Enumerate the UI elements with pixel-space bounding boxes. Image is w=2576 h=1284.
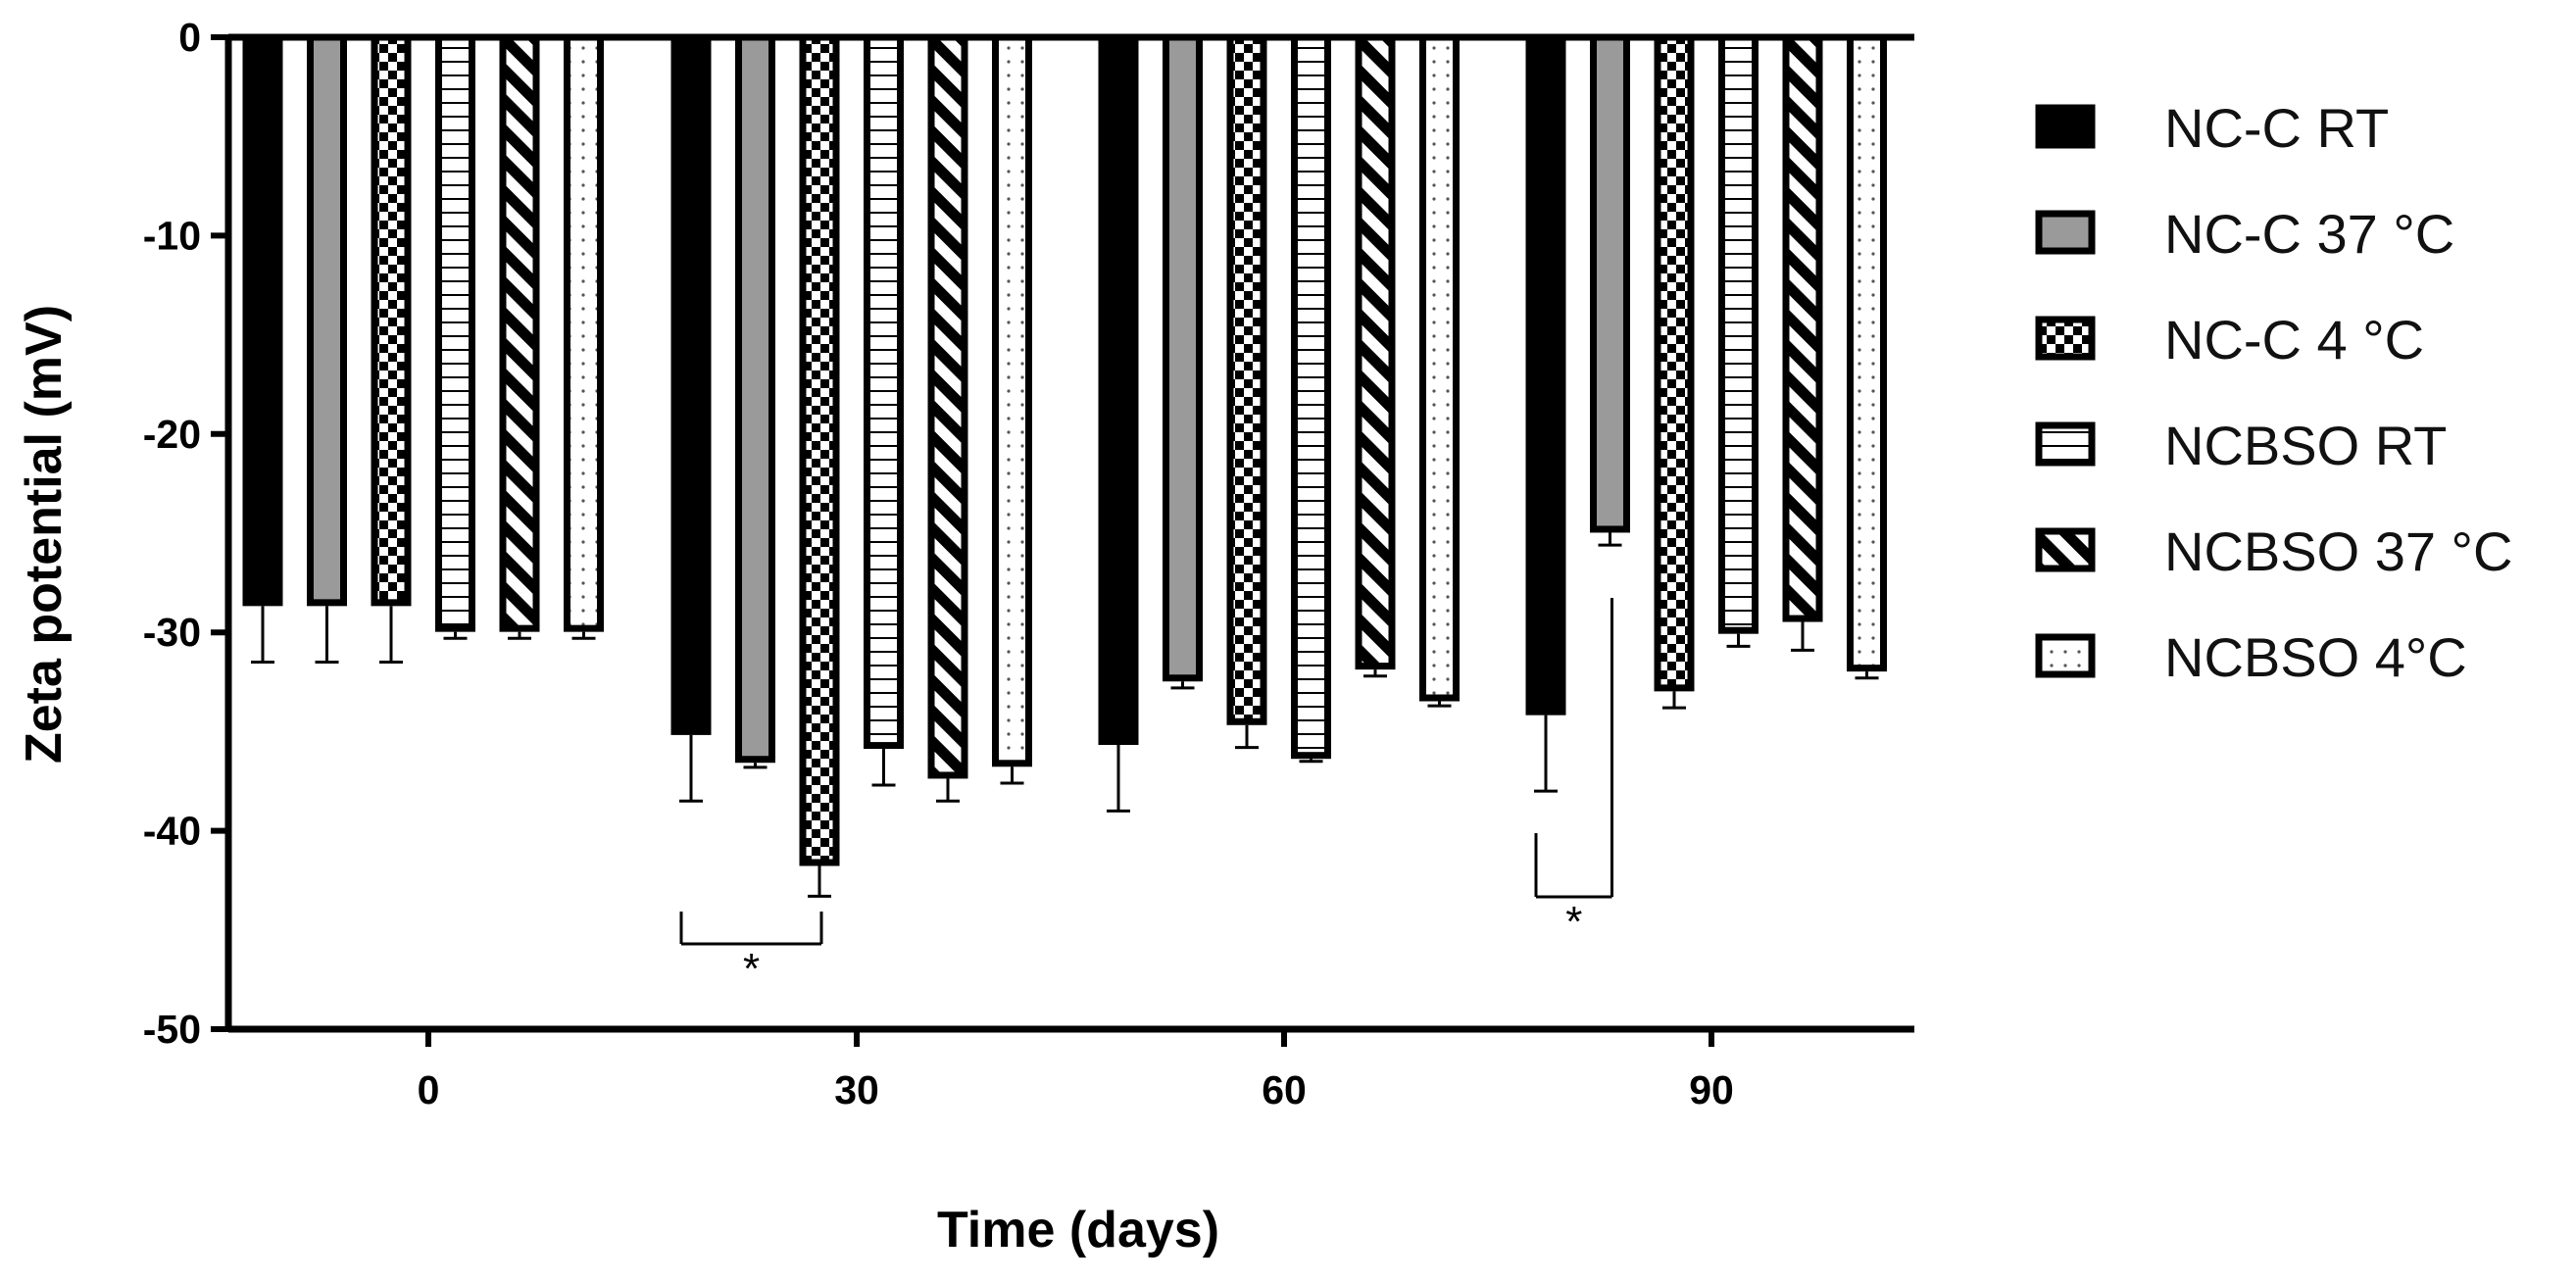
legend-item: NC-C 37 °C	[2035, 203, 2454, 265]
legend-item: NC-C RT	[2035, 97, 2389, 159]
legend-label: NC-C 4 °C	[2164, 309, 2424, 370]
bar	[307, 33, 347, 607]
y-tick-label: -50	[143, 1007, 201, 1052]
significance-bracket: *	[1534, 598, 1613, 946]
bar	[435, 33, 475, 632]
x-tick-label: 30	[834, 1067, 879, 1112]
legend-item: NCBSO 4°C	[2035, 626, 2467, 688]
legend-swatch	[2035, 210, 2096, 255]
bar	[1847, 33, 1887, 672]
y-axis-ticks: 0 -10 -20 -30 -40 -50	[143, 15, 228, 1052]
bar	[242, 33, 283, 607]
x-axis-title: Time (days)	[937, 1202, 1219, 1259]
significance-bracket: *	[679, 912, 823, 993]
y-tick-label: -20	[143, 412, 201, 457]
x-tick-label: 0	[418, 1067, 440, 1112]
x-tick-label: 90	[1689, 1067, 1734, 1112]
legend-item: NC-C 4 °C	[2035, 309, 2424, 370]
legend-item: NCBSO RT	[2035, 415, 2447, 476]
legend-swatch	[2035, 421, 2096, 467]
significance-star: *	[1565, 898, 1582, 946]
legend-item: NCBSO 37 °C	[2035, 520, 2512, 582]
legend-swatch	[2035, 316, 2096, 361]
legend-swatch	[2035, 527, 2096, 572]
y-tick-label: 0	[178, 15, 201, 60]
legend-label: NC-C 37 °C	[2164, 203, 2454, 265]
bar	[1525, 33, 1566, 716]
bar	[1226, 33, 1267, 725]
plot-area: **	[224, 33, 1914, 1033]
bar	[1654, 33, 1695, 692]
bar	[864, 33, 904, 750]
y-tick-label: -40	[143, 809, 201, 854]
bar	[799, 33, 840, 866]
bar	[1782, 33, 1823, 622]
bar	[499, 33, 540, 632]
bar	[1355, 33, 1396, 670]
legend: NC-C RT NC-C 37 °C NC-C 4 °C NCBSO RT NCBSO …	[2035, 97, 2512, 688]
legend-swatch	[2035, 633, 2096, 678]
bar	[735, 33, 775, 764]
bar	[564, 33, 604, 632]
x-tick-label: 60	[1262, 1067, 1307, 1112]
y-axis-title: Zeta potential (mV)	[16, 305, 73, 764]
y-tick-label: -10	[143, 213, 201, 258]
bar	[670, 33, 712, 735]
bar	[1718, 33, 1759, 634]
bar	[992, 33, 1032, 767]
bar	[1098, 33, 1139, 746]
legend-swatch	[2035, 104, 2096, 149]
legend-label: NCBSO 4°C	[2164, 626, 2467, 688]
legend-label: NCBSO RT	[2164, 415, 2447, 476]
legend-label: NCBSO 37 °C	[2164, 520, 2512, 582]
legend-label: NC-C RT	[2164, 97, 2389, 159]
bar	[1291, 33, 1331, 760]
bar	[371, 33, 412, 607]
bar	[1163, 33, 1203, 682]
significance-star: *	[743, 945, 760, 993]
bar	[1590, 33, 1630, 533]
x-axis-ticks: 0 30 60 90	[418, 1029, 1734, 1112]
bar	[927, 33, 968, 779]
bar	[1419, 33, 1460, 702]
y-tick-label: -30	[143, 610, 201, 655]
